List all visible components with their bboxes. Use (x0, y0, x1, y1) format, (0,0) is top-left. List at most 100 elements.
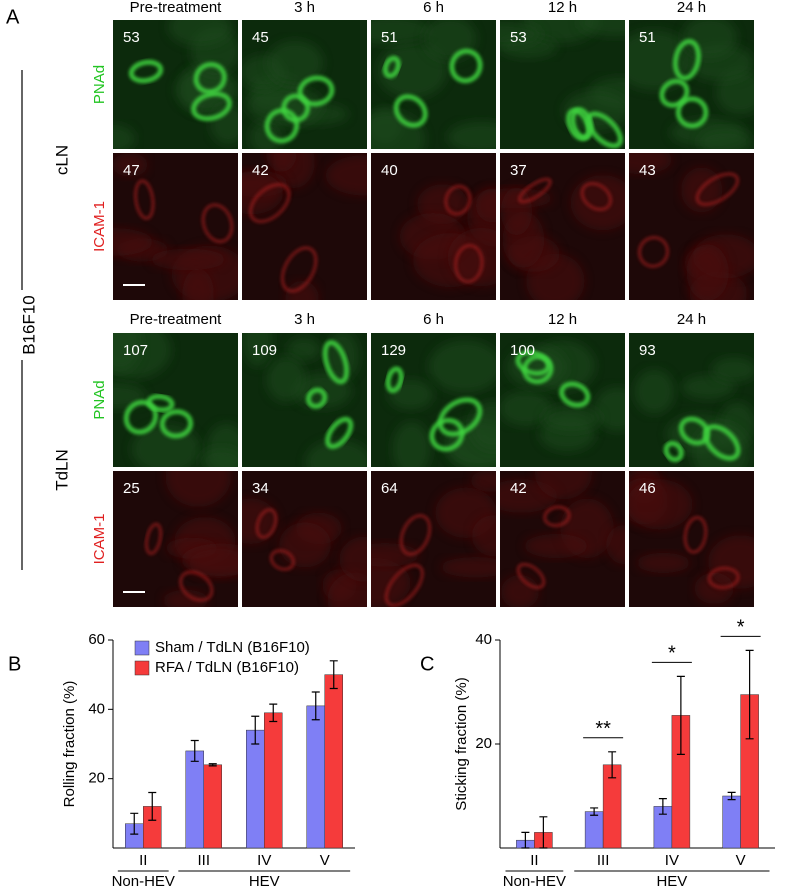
error-bar (130, 812, 139, 835)
y-tick-label: 60 (88, 631, 105, 648)
vessel (249, 183, 291, 224)
timepoint-label: 12 h (548, 311, 577, 328)
vessel (672, 38, 702, 81)
vessel (297, 75, 335, 107)
texture (163, 589, 209, 607)
vessel (678, 416, 711, 446)
micrograph (113, 20, 238, 149)
panel-label: A (6, 6, 20, 28)
texture (542, 404, 601, 432)
stain-label: ICAM-1 (91, 514, 108, 565)
x-tick-label: V (736, 852, 746, 869)
vessel (683, 515, 708, 554)
texture (471, 515, 496, 557)
texture (447, 228, 496, 287)
count-label: 51 (381, 29, 398, 46)
micrograph (371, 20, 496, 149)
micrograph (500, 471, 625, 607)
error-bar (590, 807, 599, 816)
micrograph (629, 153, 754, 300)
vessel (305, 387, 328, 409)
texture (113, 228, 153, 256)
count-label: 109 (252, 342, 277, 359)
vessel (570, 107, 594, 140)
texture (629, 479, 693, 530)
vessel (255, 508, 278, 539)
texture (168, 20, 233, 47)
micrograph (113, 153, 238, 300)
texture (392, 421, 431, 467)
stain-label: ICAM-1 (91, 201, 108, 252)
vessel (134, 179, 155, 220)
bar (306, 705, 325, 849)
micrograph (629, 333, 754, 467)
timepoint-label: 24 h (677, 311, 706, 328)
vessel (580, 182, 613, 211)
error-bar (539, 816, 548, 849)
vessel (264, 107, 300, 144)
texture (279, 522, 331, 568)
texture (242, 333, 273, 367)
y-axis-label: Rolling fraction (%) (61, 681, 78, 808)
count-label: 107 (123, 342, 148, 359)
texture (711, 357, 754, 383)
y-tick-label: 40 (88, 700, 105, 717)
count-label: 43 (639, 162, 656, 179)
texture (266, 40, 324, 86)
texture (113, 124, 136, 149)
vessel (123, 399, 159, 435)
vessel (444, 184, 472, 216)
vessel (128, 59, 164, 84)
legend-swatch (134, 660, 150, 676)
micrograph (242, 333, 367, 467)
texture (682, 20, 738, 59)
vessel (659, 78, 690, 108)
x-tick-label: V (320, 852, 330, 869)
error-bar (521, 831, 530, 849)
count-label: 37 (510, 162, 527, 179)
vessel (518, 177, 552, 204)
vessel (675, 96, 709, 129)
texture (285, 280, 319, 300)
legend-label: RFA / TdLN (B16F10) (155, 659, 299, 676)
x-tick-label: IV (665, 852, 679, 869)
timepoint-label: 6 h (423, 311, 444, 328)
count-label: 93 (639, 342, 656, 359)
x-tick-label: IV (257, 852, 271, 869)
legend-label: Sham / TdLN (B16F10) (155, 639, 310, 656)
texture (266, 153, 297, 172)
cell-line-label: B16F10 (19, 295, 38, 355)
texture (500, 390, 553, 427)
texture (388, 379, 434, 410)
texture (199, 447, 238, 467)
vessel (384, 563, 424, 607)
error-bar (269, 703, 278, 723)
significance-label: * (668, 643, 676, 665)
count-label: 53 (123, 29, 140, 46)
timepoint-label: 6 h (423, 0, 444, 16)
group-label: HEV (656, 873, 687, 889)
vessel (454, 244, 484, 284)
texture (305, 439, 367, 467)
texture (182, 268, 214, 300)
texture (629, 153, 672, 175)
error-bar (676, 675, 685, 755)
vessel (201, 203, 234, 244)
vessel (707, 566, 740, 589)
texture (594, 387, 625, 432)
micrograph (371, 471, 496, 607)
texture (113, 153, 148, 177)
count-label: 64 (381, 480, 398, 497)
texture (698, 128, 753, 149)
texture (165, 471, 231, 507)
error-bar (727, 791, 736, 801)
vessel (191, 91, 232, 122)
texture (371, 543, 420, 567)
count-label: 25 (123, 480, 140, 497)
error-bar (208, 763, 217, 767)
micrograph (113, 333, 238, 467)
texture (577, 20, 625, 37)
x-tick-label: II (530, 852, 538, 869)
panel-label: B (8, 653, 21, 675)
